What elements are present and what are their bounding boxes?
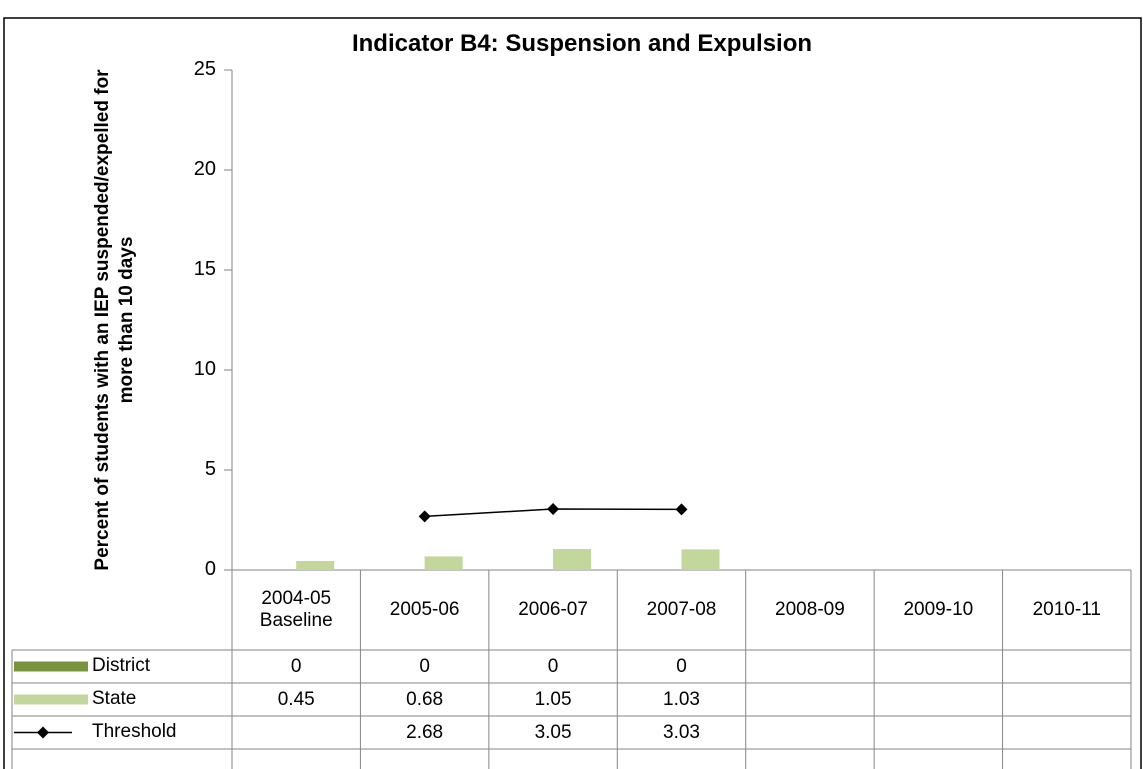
table-value: 1.03 xyxy=(663,688,700,710)
line-marker xyxy=(547,503,560,515)
bar xyxy=(296,561,335,570)
y-tick-label: 0 xyxy=(204,558,216,580)
table-value: 0 xyxy=(290,655,302,677)
bar xyxy=(424,556,463,570)
table-value: 1.05 xyxy=(534,688,572,710)
x-tick-label: 2005-06 xyxy=(389,599,460,620)
table-value: 2.68 xyxy=(406,721,444,743)
table-value: 0 xyxy=(547,655,559,677)
legend-label: District xyxy=(92,654,151,676)
line-marker xyxy=(418,510,431,523)
x-tick-label: 2006-07 xyxy=(518,599,588,620)
bar xyxy=(681,549,720,570)
table-value: 3.03 xyxy=(663,721,700,743)
y-tick-label: 15 xyxy=(193,258,216,280)
frame xyxy=(3,17,1142,769)
table-value: 0.45 xyxy=(277,688,315,710)
y-tick-label: 5 xyxy=(204,458,216,480)
table-value: 0 xyxy=(419,655,430,677)
x-tick-label: 2004-05 Baseline xyxy=(259,588,333,631)
x-tick-label: 2010-11 xyxy=(1032,599,1101,620)
table-value: 3.05 xyxy=(534,721,572,743)
x-tick-label: 2007-08 xyxy=(646,599,717,620)
table-value: 0 xyxy=(676,655,687,677)
legend-label: State xyxy=(92,687,137,709)
y-tick-label: 25 xyxy=(193,58,216,80)
bar xyxy=(553,549,592,570)
x-tick-label: 2008-09 xyxy=(775,599,845,620)
legend-marker xyxy=(37,726,49,739)
y-tick-label: 20 xyxy=(193,158,216,180)
legend-swatch xyxy=(14,694,88,705)
legend-swatch xyxy=(14,661,88,672)
y-tick-label: 10 xyxy=(193,358,216,380)
line-marker xyxy=(675,503,688,516)
chart-title: Indicator B4: Suspension and Expulsion xyxy=(351,30,813,57)
table-value: 0.68 xyxy=(406,688,444,710)
x-tick-label: 2009-10 xyxy=(903,599,974,620)
y-axis-title: Percent of students with an IEP suspende… xyxy=(92,69,137,571)
legend-label: Threshold xyxy=(92,720,177,742)
